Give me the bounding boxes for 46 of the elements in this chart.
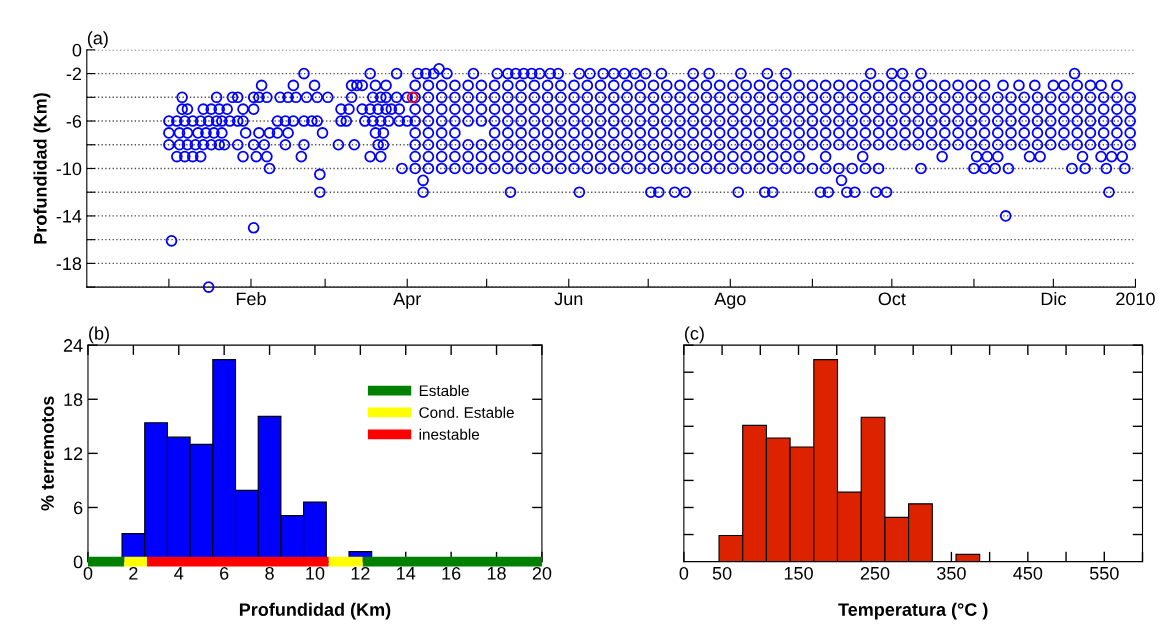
y-tick-label: 6 — [73, 501, 83, 515]
y-tick-label: -18 — [56, 257, 82, 271]
legend-label: Cond. Estable — [419, 406, 514, 418]
x-tick-label: 14 — [397, 567, 416, 580]
x-axis-title: Profundidad (Km) — [239, 602, 391, 620]
y-axis-title: Profundidad (Km) — [33, 93, 51, 244]
chart-title: (a) — [87, 31, 108, 49]
x-tick-label: 12 — [351, 566, 370, 580]
x-tick-label: Dic — [1041, 291, 1066, 306]
x-tick-label: Apr — [393, 292, 421, 309]
x-tick-label: 450 — [1013, 566, 1043, 580]
x-tick-label: 16 — [442, 566, 461, 580]
chart-title: (c) — [684, 326, 704, 344]
x-tick-label: 0 — [83, 566, 93, 580]
chart-title: (b) — [89, 326, 109, 344]
x-tick-label: 150 — [784, 566, 813, 580]
x-tick-label: Oct — [878, 292, 906, 306]
y-tick-label: -2 — [66, 67, 82, 81]
y-tick-label: 12 — [64, 447, 83, 460]
x-tick-label: 250 — [860, 566, 890, 580]
x-tick-label: 8 — [265, 566, 274, 580]
x-tick-label: 350 — [937, 566, 966, 580]
x-tick-label: 20 — [532, 566, 552, 580]
legend-label: Estable — [419, 384, 469, 397]
x-tick-label: 6 — [220, 566, 229, 580]
x-axis-title: Temperatura (°C ) — [838, 602, 988, 620]
x-tick-label: Jun — [554, 292, 583, 306]
x-tick-label: 50 — [712, 566, 732, 580]
x-tick-label: 550 — [1089, 566, 1119, 580]
x-tick-label: Feb — [236, 291, 266, 306]
y-tick-label: -14 — [56, 210, 82, 223]
x-tick-label: 18 — [487, 566, 506, 580]
x-tick-label: 4 — [174, 567, 184, 580]
y-tick-label: 0 — [73, 555, 83, 569]
y-tick-label: -6 — [66, 114, 82, 128]
y-axis-title: % terremotos — [41, 396, 54, 511]
x-tick-label: 2010 — [1116, 292, 1155, 306]
legend-label: inestable — [419, 428, 480, 440]
y-tick-label: 0 — [72, 43, 82, 57]
x-tick-label: 2 — [129, 566, 138, 580]
x-tick-label: 10 — [306, 566, 325, 580]
y-tick-label: -10 — [56, 162, 82, 176]
x-tick-label: 0 — [679, 566, 689, 580]
y-tick-label: 18 — [64, 393, 83, 406]
x-tick-label: Ago — [714, 292, 746, 309]
y-tick-label: 24 — [63, 339, 83, 352]
